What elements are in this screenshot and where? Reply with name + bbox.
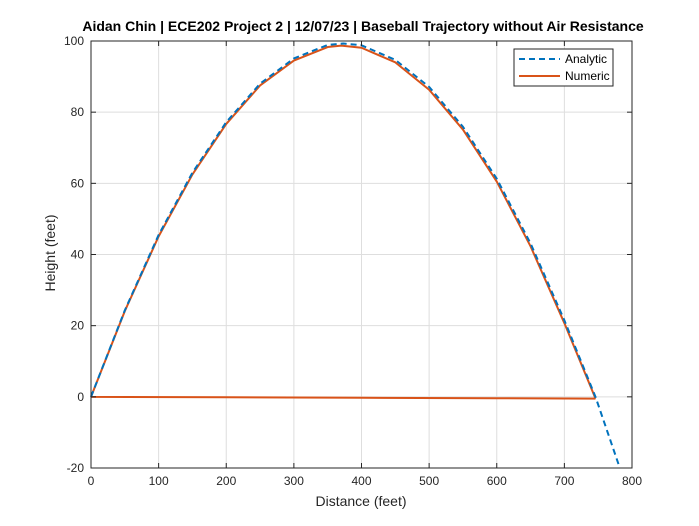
- y-tick-label: 40: [71, 248, 85, 262]
- x-tick-label: 200: [216, 474, 236, 488]
- x-tick-label: 500: [419, 474, 439, 488]
- series-layer: [90, 42, 621, 469]
- legend: Analytic Numeric: [513, 48, 614, 87]
- legend-label-analytic: Analytic: [565, 52, 607, 66]
- x-tick-label: 400: [351, 474, 371, 488]
- y-tick-label: 0: [77, 390, 84, 404]
- y-axis-label: Height (feet): [42, 214, 58, 291]
- y-tick-label: 60: [71, 176, 85, 190]
- y-tick-label: -20: [67, 461, 85, 475]
- x-tick-label: 100: [149, 474, 169, 488]
- legend-box: [513, 48, 614, 87]
- x-tick-label: 800: [622, 474, 642, 488]
- y-tick-label: 100: [64, 34, 84, 48]
- x-tick-label: 600: [487, 474, 507, 488]
- x-tick-label: 700: [554, 474, 574, 488]
- x-tick-label: 300: [284, 474, 304, 488]
- chart-title: Aidan Chin | ECE202 Project 2 | 12/07/23…: [82, 18, 644, 34]
- y-tick-label: 20: [71, 319, 85, 333]
- x-tick-label: 0: [88, 474, 95, 488]
- legend-label-numeric: Numeric: [565, 69, 610, 83]
- series-line-analytic: [90, 42, 621, 469]
- x-axis-label: Distance (feet): [315, 493, 406, 509]
- y-tick-label: 80: [71, 105, 85, 119]
